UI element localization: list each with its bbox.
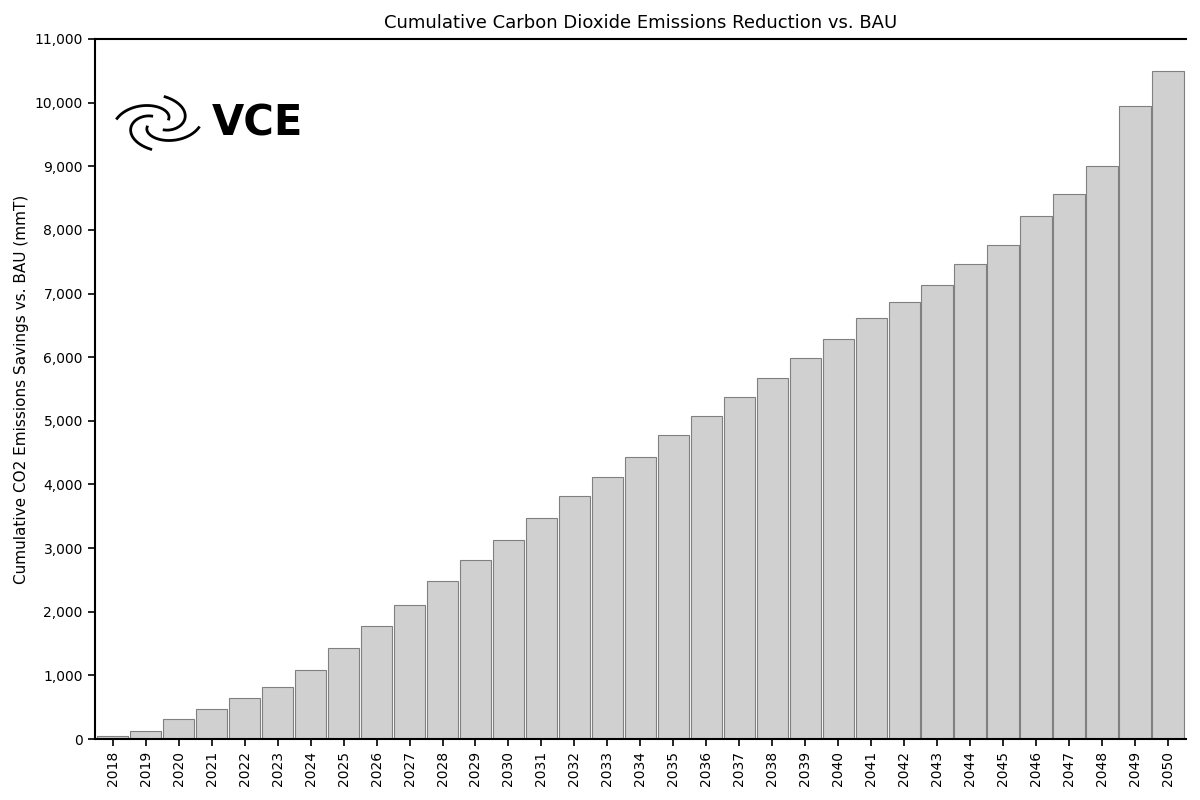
Bar: [922, 286, 953, 739]
Bar: [262, 687, 293, 739]
Bar: [856, 318, 887, 739]
Bar: [691, 416, 722, 739]
Bar: [427, 582, 458, 739]
Bar: [460, 559, 491, 739]
Bar: [1054, 194, 1085, 739]
Bar: [361, 626, 392, 739]
Bar: [559, 496, 590, 739]
Bar: [130, 730, 162, 739]
Bar: [724, 397, 755, 739]
Bar: [493, 540, 524, 739]
Bar: [163, 719, 194, 739]
Text: VCE: VCE: [212, 102, 304, 144]
Bar: [394, 606, 425, 739]
Bar: [1120, 106, 1151, 739]
Bar: [625, 457, 656, 739]
Bar: [97, 736, 128, 739]
Bar: [328, 648, 359, 739]
Title: Cumulative Carbon Dioxide Emissions Reduction vs. BAU: Cumulative Carbon Dioxide Emissions Redu…: [384, 14, 896, 32]
Bar: [196, 709, 227, 739]
Bar: [1152, 71, 1183, 739]
Bar: [757, 378, 788, 739]
Bar: [295, 670, 326, 739]
Y-axis label: Cumulative CO2 Emissions Savings vs. BAU (mmT): Cumulative CO2 Emissions Savings vs. BAU…: [14, 194, 29, 584]
Bar: [658, 435, 689, 739]
Bar: [790, 358, 821, 739]
Bar: [822, 339, 854, 739]
Bar: [1020, 216, 1051, 739]
Bar: [229, 698, 260, 739]
Bar: [526, 518, 557, 739]
Bar: [1086, 166, 1117, 739]
Bar: [592, 477, 623, 739]
Bar: [888, 302, 920, 739]
Bar: [988, 245, 1019, 739]
Bar: [954, 264, 985, 739]
